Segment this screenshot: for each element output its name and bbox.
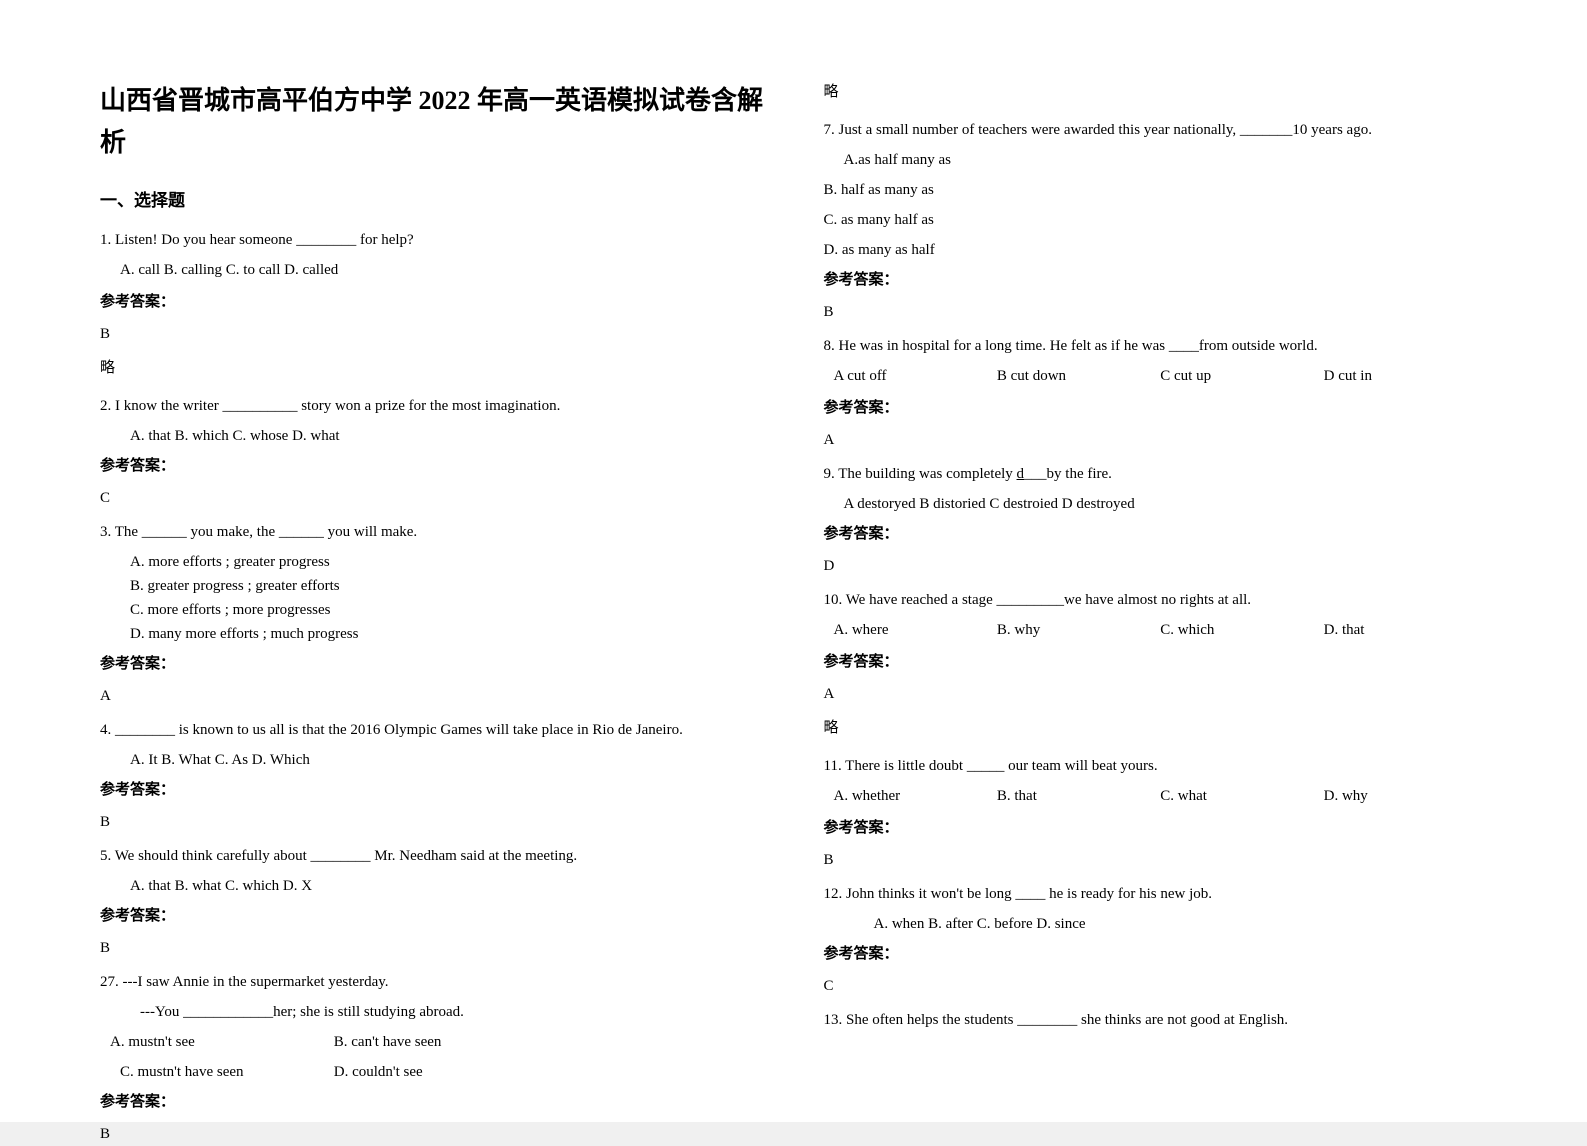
question-4: 4. ________ is known to us all is that t… bbox=[100, 718, 764, 742]
question-6: 27. ---I saw Annie in the supermarket ye… bbox=[100, 970, 764, 994]
question-6-line2: ---You ____________her; she is still stu… bbox=[140, 1000, 764, 1024]
question-5-options: A. that B. what C. which D. X bbox=[130, 874, 764, 898]
question-11-opt-a: A. whether bbox=[834, 784, 997, 808]
answer-label: 参考答案： bbox=[824, 396, 1488, 420]
omit-text: 略 bbox=[100, 356, 764, 380]
question-3-opt-a: A. more efforts ; greater progress bbox=[130, 550, 764, 574]
question-10-opt-c: C. which bbox=[1160, 618, 1323, 642]
answer-label: 参考答案： bbox=[824, 268, 1488, 292]
question-1-options: A. call B. calling C. to call D. called bbox=[120, 258, 764, 282]
question-9-options: A destoryed B distoried C destroied D de… bbox=[844, 492, 1488, 516]
question-2-options: A. that B. which C. whose D. what bbox=[130, 424, 764, 448]
question-3-answer: A bbox=[100, 684, 764, 708]
question-4-options: A. It B. What C. As D. Which bbox=[130, 748, 764, 772]
question-11-opt-b: B. that bbox=[997, 784, 1160, 808]
question-13: 13. She often helps the students _______… bbox=[824, 1008, 1488, 1032]
question-9-pre: 9. The building was completely bbox=[824, 466, 1017, 482]
question-11-answer: B bbox=[824, 848, 1488, 872]
question-5-answer: B bbox=[100, 936, 764, 960]
question-3-opt-c: C. more efforts ; more progresses bbox=[130, 598, 764, 622]
question-10: 10. We have reached a stage _________we … bbox=[824, 588, 1488, 612]
question-1: 1. Listen! Do you hear someone ________ … bbox=[100, 228, 764, 252]
question-9-letter: d bbox=[1017, 466, 1025, 482]
question-7-opt-a: A.as half many as bbox=[844, 148, 1488, 172]
section-heading: 一、选择题 bbox=[100, 187, 764, 214]
question-11-opt-d: D. why bbox=[1324, 784, 1487, 808]
question-3-opt-b: B. greater progress ; greater efforts bbox=[130, 574, 764, 598]
question-6-opt-b: B. can't have seen bbox=[334, 1034, 442, 1050]
question-9-answer: D bbox=[824, 554, 1488, 578]
question-10-opt-a: A. where bbox=[834, 618, 997, 642]
question-7-opt-b: B. half as many as bbox=[824, 178, 1488, 202]
question-5: 5. We should think carefully about _____… bbox=[100, 844, 764, 868]
question-6-opt-d: D. couldn't see bbox=[334, 1064, 423, 1080]
question-12: 12. John thinks it won't be long ____ he… bbox=[824, 882, 1488, 906]
question-6-opts-row1: A. mustn't see B. can't have seen bbox=[110, 1030, 764, 1054]
question-7-opt-c: C. as many half as bbox=[824, 208, 1488, 232]
question-6-line1: ---I saw Annie in the supermarket yester… bbox=[123, 974, 389, 990]
omit-text: 略 bbox=[824, 716, 1488, 740]
question-9: 9. The building was completely d___by th… bbox=[824, 462, 1488, 486]
question-1-answer: B bbox=[100, 322, 764, 346]
answer-label: 参考答案： bbox=[100, 454, 764, 478]
question-7-answer: B bbox=[824, 300, 1488, 324]
answer-label: 参考答案： bbox=[100, 904, 764, 928]
question-6-opt-a: A. mustn't see bbox=[110, 1030, 330, 1054]
question-12-options: A. when B. after C. before D. since bbox=[874, 912, 1488, 936]
question-8-answer: A bbox=[824, 428, 1488, 452]
answer-label: 参考答案： bbox=[100, 1090, 764, 1114]
left-column: 山西省晋城市高平伯方中学 2022 年高一英语模拟试卷含解析 一、选择题 1. … bbox=[100, 80, 764, 1062]
question-7-opt-d: D. as many as half bbox=[824, 238, 1488, 262]
question-8-opt-b: B cut down bbox=[997, 364, 1160, 388]
question-7: 7. Just a small number of teachers were … bbox=[824, 118, 1488, 142]
question-8-opt-a: A cut off bbox=[834, 364, 997, 388]
question-10-answer: A bbox=[824, 682, 1488, 706]
question-3: 3. The ______ you make, the ______ you w… bbox=[100, 520, 764, 544]
question-8: 8. He was in hospital for a long time. H… bbox=[824, 334, 1488, 358]
question-6-opts-row2: C. mustn't have seen D. couldn't see bbox=[120, 1060, 764, 1084]
answer-label: 参考答案： bbox=[100, 778, 764, 802]
question-4-answer: B bbox=[100, 810, 764, 834]
question-10-opt-b: B. why bbox=[997, 618, 1160, 642]
answer-label: 参考答案： bbox=[824, 522, 1488, 546]
question-11: 11. There is little doubt _____ our team… bbox=[824, 754, 1488, 778]
question-6-opt-c: C. mustn't have seen bbox=[120, 1060, 330, 1084]
question-6-num: 27. bbox=[100, 974, 119, 990]
answer-label: 参考答案： bbox=[824, 650, 1488, 674]
question-8-opt-d: D cut in bbox=[1324, 364, 1487, 388]
question-2: 2. I know the writer __________ story wo… bbox=[100, 394, 764, 418]
answer-label: 参考答案： bbox=[824, 942, 1488, 966]
question-10-opt-d: D. that bbox=[1324, 618, 1487, 642]
answer-label: 参考答案： bbox=[100, 290, 764, 314]
answer-label: 参考答案： bbox=[100, 652, 764, 676]
omit-text: 略 bbox=[824, 80, 1488, 104]
question-6-answer: B bbox=[100, 1122, 764, 1146]
answer-label: 参考答案： bbox=[824, 816, 1488, 840]
question-9-post: ___by the fire. bbox=[1024, 466, 1112, 482]
exam-page: 山西省晋城市高平伯方中学 2022 年高一英语模拟试卷含解析 一、选择题 1. … bbox=[0, 0, 1587, 1122]
question-3-opt-d: D. many more efforts ; much progress bbox=[130, 622, 764, 646]
question-11-opt-c: C. what bbox=[1160, 784, 1323, 808]
question-8-options: A cut off B cut down C cut up D cut in bbox=[834, 364, 1488, 388]
question-11-options: A. whether B. that C. what D. why bbox=[834, 784, 1488, 808]
right-column: 略 7. Just a small number of teachers wer… bbox=[824, 80, 1488, 1062]
question-8-opt-c: C cut up bbox=[1160, 364, 1323, 388]
question-12-answer: C bbox=[824, 974, 1488, 998]
question-2-answer: C bbox=[100, 486, 764, 510]
page-title: 山西省晋城市高平伯方中学 2022 年高一英语模拟试卷含解析 bbox=[100, 80, 764, 163]
question-10-options: A. where B. why C. which D. that bbox=[834, 618, 1488, 642]
